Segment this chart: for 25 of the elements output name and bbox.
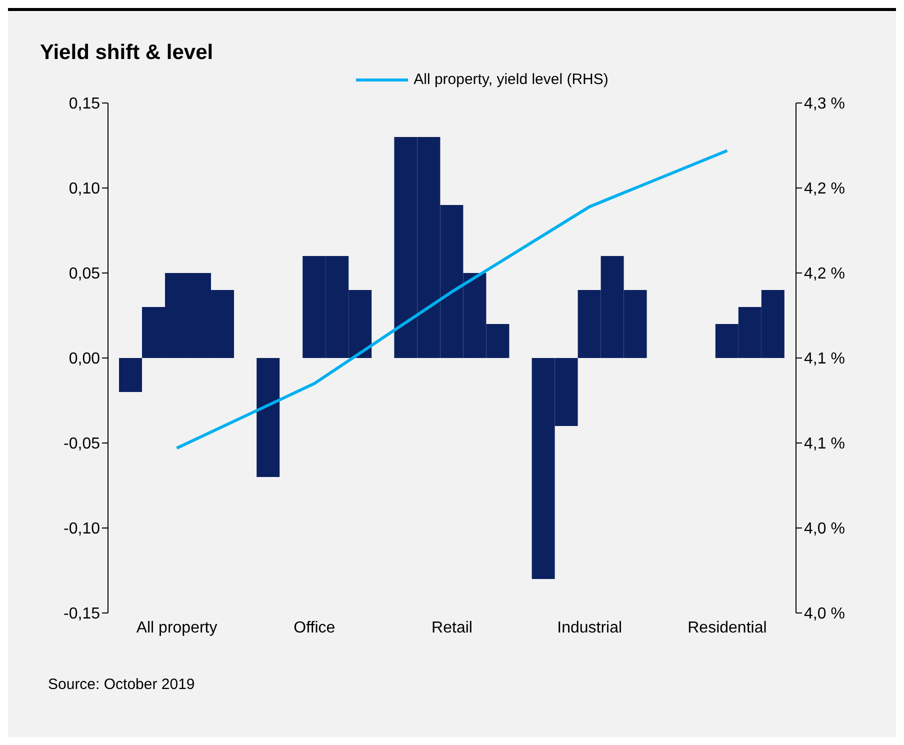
x-tick-label: Industrial: [557, 619, 622, 636]
y2-tick-label: 4,1 %: [804, 436, 845, 453]
y-tick-label: -0,10: [64, 520, 100, 538]
bar: [119, 358, 142, 392]
x-tick-label: Office: [294, 619, 336, 636]
line-series: [175, 149, 729, 450]
x-tick-label: Retail: [432, 619, 472, 636]
chart-title: Yield shift & level: [39, 40, 214, 65]
x-tick-label: All property: [136, 619, 218, 636]
y-tick-label: 0,15: [68, 96, 100, 113]
y2-tick-label: 4,0 %: [804, 606, 845, 623]
y-tick-label: 0,10: [68, 180, 100, 198]
bar: [256, 358, 280, 477]
y2-tick-label: 4,2 %: [804, 180, 845, 198]
y2-tick-label: 4,0 %: [804, 520, 845, 538]
y2-tick-label: 4,3 %: [804, 96, 845, 113]
y-tick-label: 0,05: [68, 266, 100, 283]
legend-label: All property, yield level (RHS): [414, 71, 608, 88]
y-tick-label: -0,15: [64, 606, 100, 623]
x-tick-label: Residential: [688, 619, 767, 636]
y2-tick-label: 4,1 %: [804, 350, 845, 368]
y-tick-label: -0,05: [64, 436, 100, 453]
source-note: Source: October 2019: [47, 675, 196, 693]
y-tick-label: 0,00: [68, 350, 100, 368]
y2-tick-label: 4,2 %: [804, 266, 845, 283]
